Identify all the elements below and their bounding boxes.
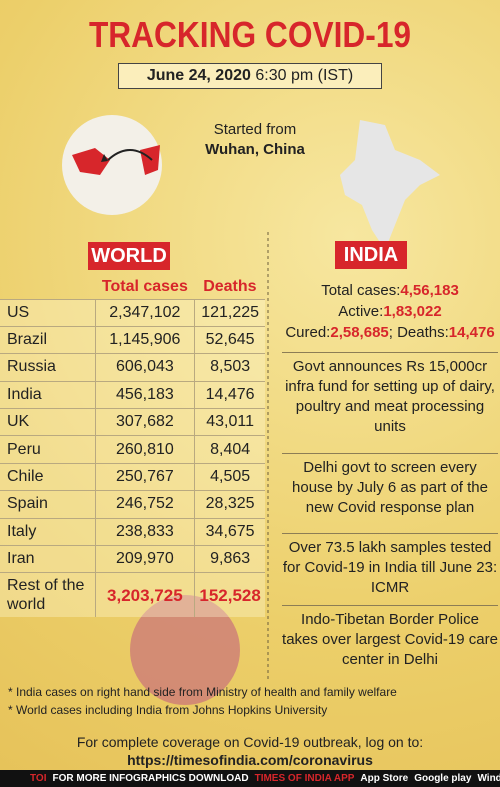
time: 6:30 pm (IST) xyxy=(255,67,354,84)
world-heading: WORLD xyxy=(88,242,170,270)
table-row: Rest of the world 3,203,725 152,528 xyxy=(0,572,265,617)
origin-label: Started from xyxy=(213,121,297,138)
stat-value: 14,476 xyxy=(448,324,495,341)
bar-text: FOR MORE INFOGRAPHICS DOWNLOAD xyxy=(52,773,249,784)
stat-label: Active: xyxy=(338,303,384,320)
table-row: India 456,183 14,476 xyxy=(0,380,265,409)
footer-text: For complete coverage on Covid-19 outbre… xyxy=(76,734,424,750)
deaths: 34,675 xyxy=(194,517,265,546)
country: Russia xyxy=(0,353,95,382)
deaths: 52,645 xyxy=(194,325,265,354)
table-row: Russia 606,043 8,503 xyxy=(0,353,265,382)
total-cases: 1,145,906 xyxy=(94,325,195,354)
country: Chile xyxy=(0,462,95,491)
country: UK xyxy=(0,408,95,436)
country: India xyxy=(0,380,95,409)
footnote: * World cases including India from Johns… xyxy=(8,703,328,717)
country: US xyxy=(0,298,95,327)
logo: TOI xyxy=(30,773,47,784)
table-row: Peru 260,810 8,404 xyxy=(0,435,265,464)
total-cases: 238,833 xyxy=(94,517,195,546)
deaths: 8,503 xyxy=(194,353,265,382)
news-item: Indo-Tibetan Border Police takes over la… xyxy=(282,605,498,670)
total-cases: 307,682 xyxy=(94,408,195,436)
total-cases: 3,203,725 xyxy=(94,572,195,617)
table-row: Spain 246,752 28,325 xyxy=(0,490,265,519)
total-cases: 250,767 xyxy=(94,462,195,491)
virus xyxy=(130,595,240,705)
store[interactable]: App Store xyxy=(360,773,409,784)
india-map xyxy=(340,120,440,250)
news-item: Delhi govt to screen every house by July… xyxy=(282,453,498,518)
total-cases: 2,347,102 xyxy=(94,298,195,327)
deaths: 9,863 xyxy=(194,545,265,573)
deaths: 43,011 xyxy=(194,408,265,436)
table-row: Chile 250,767 4,505 xyxy=(0,462,265,491)
total-cases: 209,970 xyxy=(94,545,195,573)
deaths: 4,505 xyxy=(194,462,265,491)
footer-url[interactable]: https://timesofindia.com/coronavirus xyxy=(127,752,373,768)
stat-label: Total cases: xyxy=(321,282,401,299)
deaths: 8,404 xyxy=(194,435,265,464)
total-cases: 606,043 xyxy=(94,353,195,382)
store[interactable]: Google play xyxy=(414,773,472,784)
date: June 24, 2020 6:30 pm (IST) xyxy=(118,63,382,89)
date-text: June 24, 2020 xyxy=(146,67,251,84)
col-header: Total cases xyxy=(101,277,188,295)
news-item: Govt announces Rs 15,000cr infra fund fo… xyxy=(282,352,498,437)
country: Peru xyxy=(0,435,95,464)
stat-label: ; Deaths: xyxy=(388,324,449,341)
stat-label: Cured: xyxy=(285,324,331,341)
footer: For complete coverage on Covid-19 outbre… xyxy=(0,733,500,769)
country: Rest of the world xyxy=(0,572,95,617)
origin-place: Wuhan, China xyxy=(205,141,305,158)
deaths: 152,528 xyxy=(194,572,265,617)
deaths: 14,476 xyxy=(194,380,265,409)
table-row: Italy 238,833 34,675 xyxy=(0,517,265,546)
india-stats: Total cases:4,56,183 Active:1,83,022 Cur… xyxy=(280,280,500,343)
bottom-bar: TOI FOR MORE INFOGRAPHICS DOWNLOAD TIMES O… xyxy=(0,770,500,787)
country: Brazil xyxy=(0,325,95,354)
country: Iran xyxy=(0,545,95,573)
world-table: Total cases Deaths US 2,347,102 121,225 Braz… xyxy=(0,275,265,617)
table-row: Brazil 1,145,906 52,645 xyxy=(0,325,265,354)
origin: Started from Wuhan, China xyxy=(190,120,320,160)
table-row: Iran 209,970 9,863 xyxy=(0,545,265,573)
deaths: 121,225 xyxy=(194,298,265,327)
country: Italy xyxy=(0,517,95,546)
stat-value: 4,56,183 xyxy=(400,282,459,299)
country: Spain xyxy=(0,490,95,519)
title: TRACKING COVID-19 xyxy=(88,14,412,55)
col-header: Deaths xyxy=(203,277,257,295)
footnote: * India cases on right hand side from Mi… xyxy=(8,685,397,699)
table-row: UK 307,682 43,011 xyxy=(0,408,265,436)
total-cases: 456,183 xyxy=(94,380,195,409)
world-map xyxy=(62,115,162,215)
india-heading: INDIA xyxy=(335,241,407,269)
deaths: 28,325 xyxy=(194,490,265,519)
news-item: Over 73.5 lakh samples tested for Covid-… xyxy=(282,533,498,598)
bar-app: TIMES OF INDIA APP xyxy=(254,773,355,784)
stat-value: 1,83,022 xyxy=(383,303,442,320)
table-row: US 2,347,102 121,225 xyxy=(0,298,265,327)
total-cases: 246,752 xyxy=(94,490,195,519)
stat-value: 2,58,685 xyxy=(330,324,389,341)
store[interactable]: Windows Phone xyxy=(477,773,500,784)
total-cases: 260,810 xyxy=(94,435,195,464)
